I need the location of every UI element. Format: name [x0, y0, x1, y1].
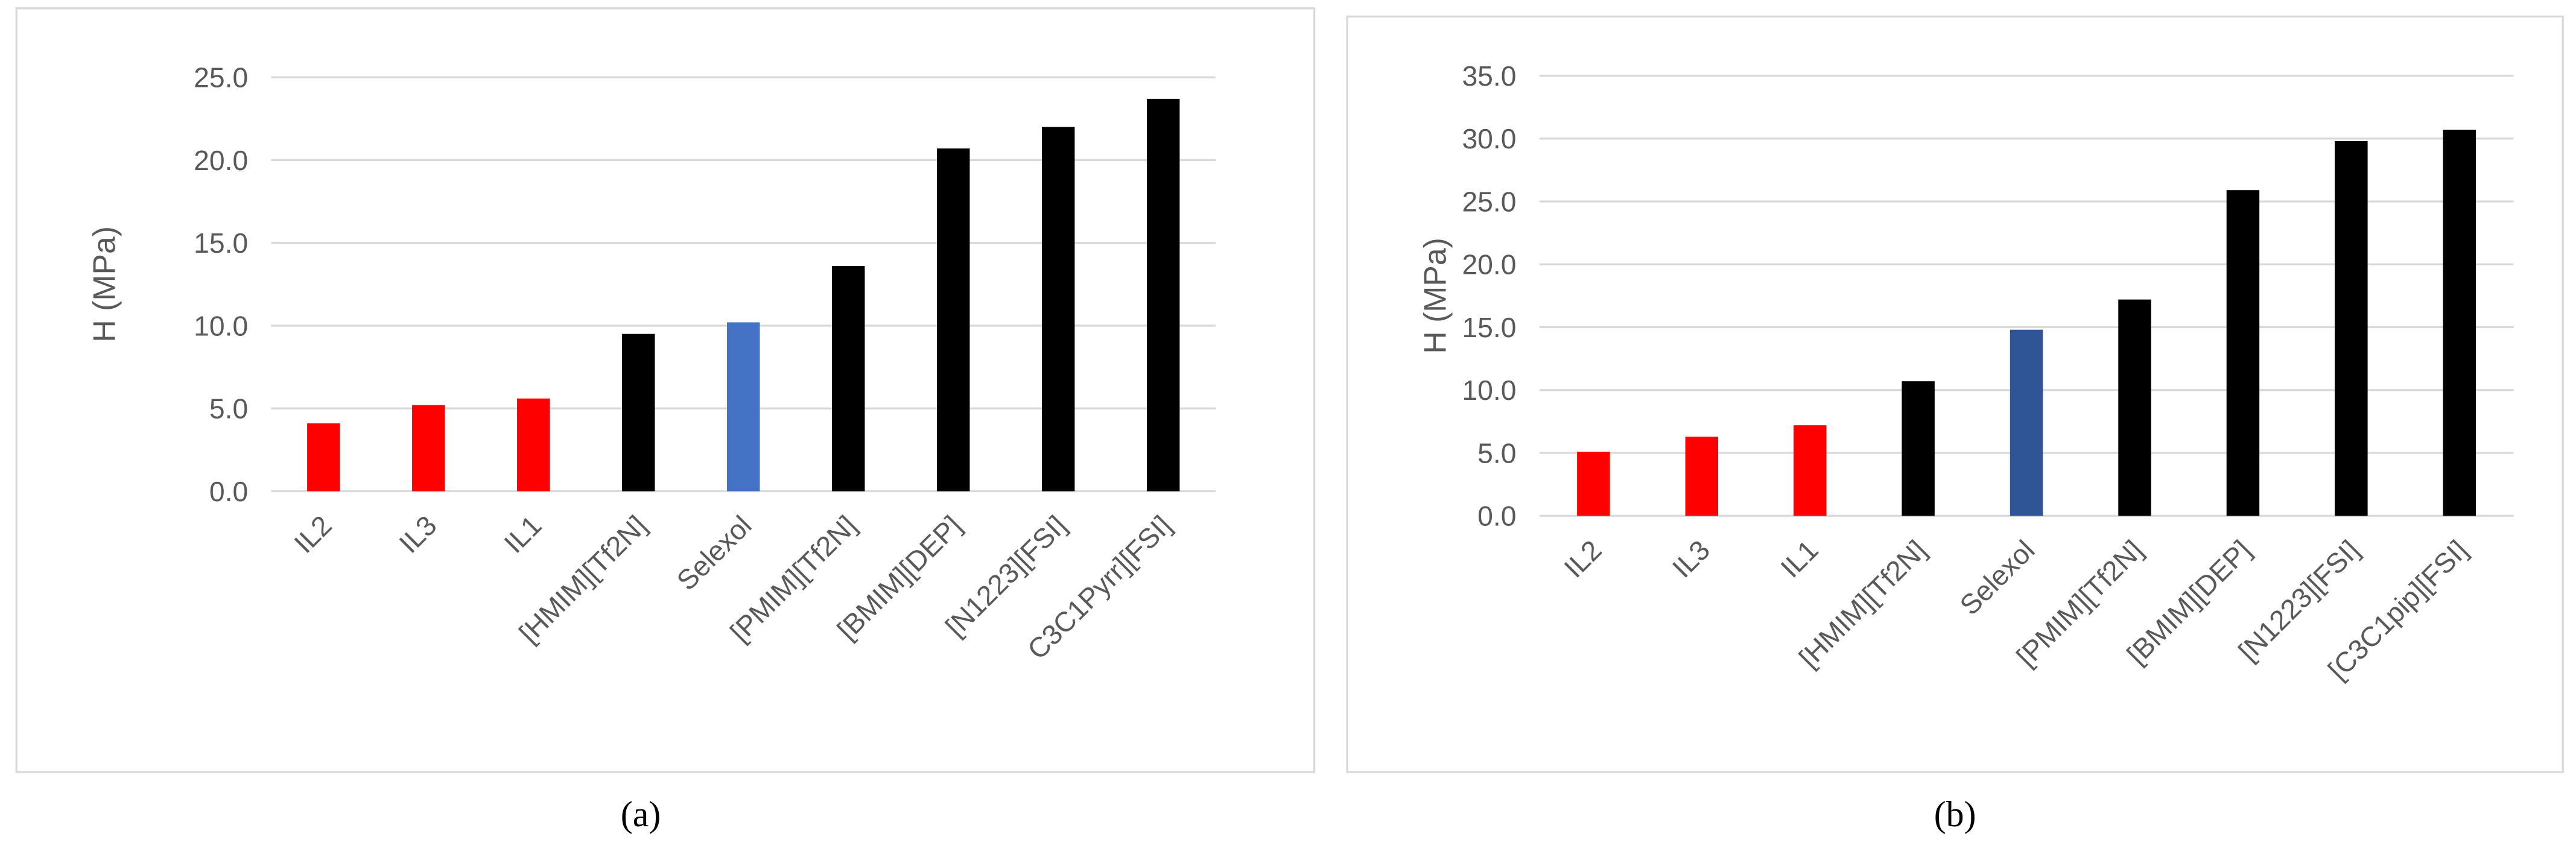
bar [622, 334, 655, 492]
bar [2226, 190, 2260, 516]
y-tick-label: 10.0 [194, 310, 248, 341]
bar [1902, 381, 1935, 516]
chart-frame [15, 7, 1316, 773]
bar [1577, 451, 1610, 516]
bar [412, 405, 445, 492]
bar [727, 322, 760, 492]
x-tick-label: IL1 [498, 510, 547, 559]
y-tick-label: 0.0 [1477, 501, 1516, 532]
y-tick-label: 10.0 [1462, 375, 1516, 406]
y-axis-label: H (MPa) [1417, 238, 1452, 354]
bar [1793, 425, 1827, 516]
y-tick-label: 0.0 [209, 476, 248, 507]
x-tick-label: IL3 [393, 510, 442, 559]
x-tick-label: IL3 [1666, 534, 1716, 583]
bar [307, 423, 340, 492]
bar [2118, 299, 2151, 516]
x-tick-label: IL2 [1558, 534, 1608, 583]
bar [1146, 98, 1180, 492]
x-tick-label: IL2 [288, 510, 337, 559]
y-tick-label: 20.0 [194, 145, 248, 176]
y-tick-label: 5.0 [1477, 437, 1516, 469]
bar [2010, 329, 2043, 516]
bar [2335, 141, 2368, 516]
x-tick-label: Selexol [1953, 534, 2040, 621]
y-tick-label: 35.0 [1462, 60, 1516, 92]
bar [1041, 127, 1075, 492]
y-tick-label: 30.0 [1462, 123, 1516, 154]
bar [1685, 436, 1719, 516]
bar [517, 398, 550, 492]
y-tick-label: 20.0 [1462, 249, 1516, 280]
bar [2443, 130, 2476, 516]
y-tick-label: 15.0 [194, 227, 248, 259]
bar [936, 148, 970, 492]
chart-frame [1346, 15, 2564, 773]
x-tick-label: IL1 [1774, 534, 1824, 583]
caption: (b) [1934, 794, 1976, 834]
y-axis-label: H (MPa) [87, 226, 122, 343]
y-tick-label: 5.0 [209, 393, 248, 425]
caption: (a) [621, 794, 661, 834]
x-tick-label: Selexol [671, 510, 758, 596]
y-tick-label: 25.0 [1462, 186, 1516, 217]
bar [832, 266, 865, 492]
y-tick-label: 15.0 [1462, 312, 1516, 343]
y-tick-label: 25.0 [194, 62, 248, 93]
